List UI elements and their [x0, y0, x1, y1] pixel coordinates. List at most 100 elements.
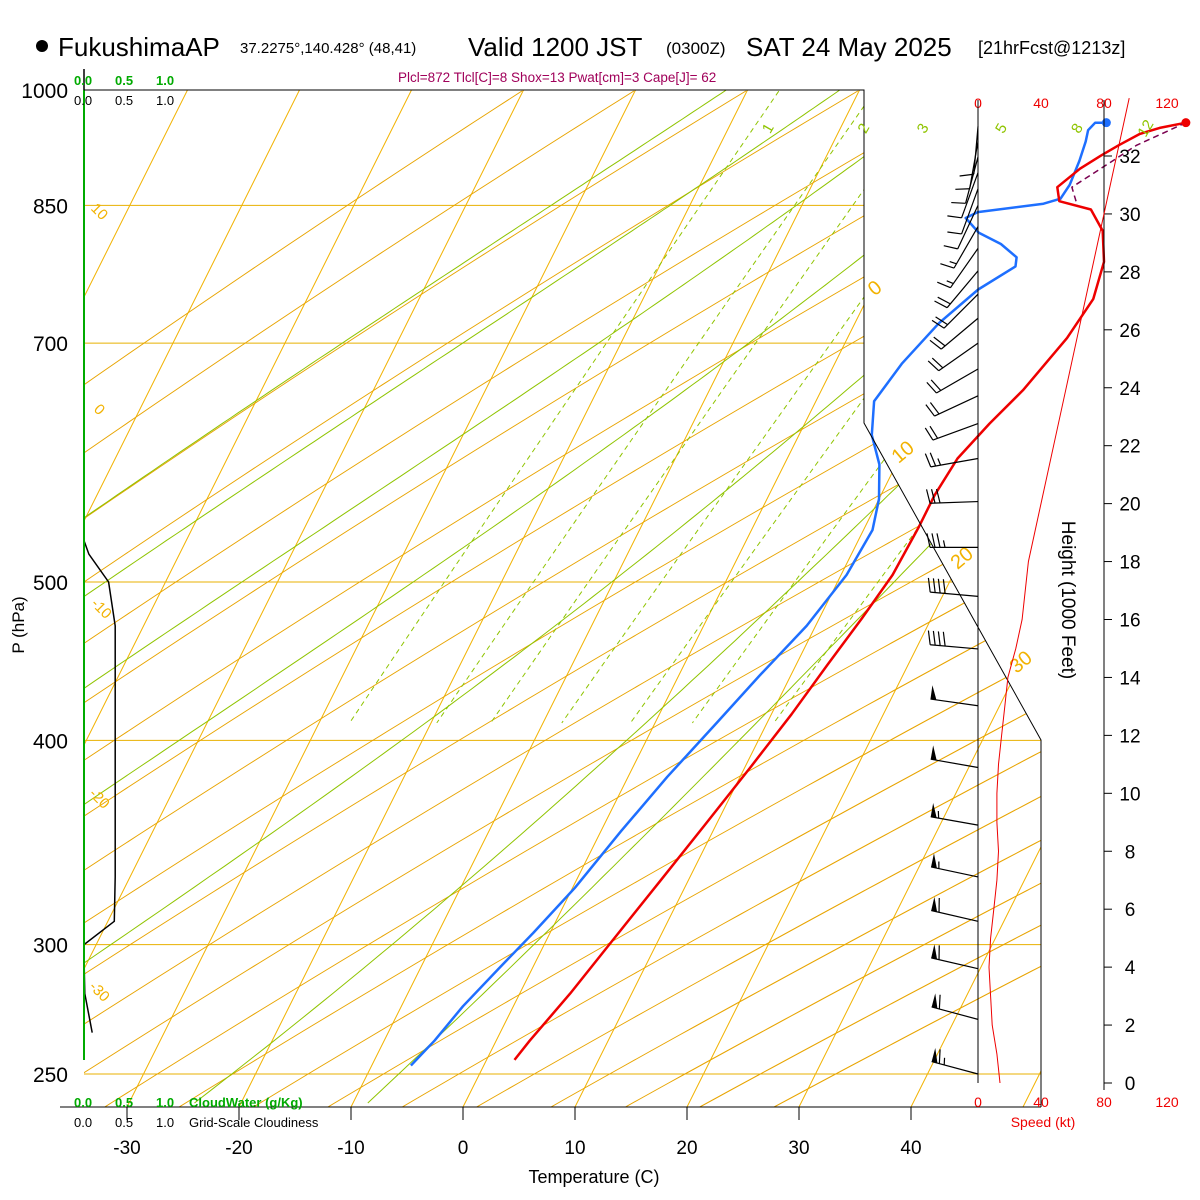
speed-top-tick: 120 [1155, 95, 1179, 111]
dry-adiabat-label: -30 [86, 978, 113, 1005]
station-name: FukushimaAP [58, 32, 220, 62]
temperature-tick-label: 0 [458, 1138, 469, 1159]
wind-barb-feather [942, 631, 946, 647]
wind-barb [927, 342, 979, 372]
dry-adiabat [84, 90, 1041, 1107]
wind-barb-feather [938, 994, 941, 1010]
wind-barb-pennant [931, 896, 938, 912]
wind-barb-staff [930, 500, 979, 504]
wind-barb [924, 452, 979, 468]
dry-adiabat [84, 90, 523, 1107]
mixing-ratio-label: 5 [992, 121, 1011, 137]
wind-barb-staff [930, 758, 979, 769]
dry-adiabat [84, 90, 1041, 1107]
height-tick-label: 16 [1119, 611, 1140, 632]
wind-speed-series [988, 97, 1130, 1084]
wind-barb-half-feather [942, 540, 946, 548]
wind-barb-feather [951, 201, 966, 204]
wind-barb-feather [932, 578, 936, 593]
wind-barb-feather [926, 381, 937, 394]
cloud-water-label: CloudWater (g/Kg) [189, 1095, 303, 1110]
isotherm-line [84, 90, 412, 1107]
height-axis-title: Height (1000 Feet) [1057, 521, 1078, 679]
wind-barb-half-feather [937, 458, 942, 466]
wind-barb-feather [933, 336, 946, 347]
wind-barb-pennant [930, 685, 937, 700]
dry-adiabat [401, 90, 1041, 1107]
wind-barb-feather [940, 263, 955, 269]
isotherm-label: 10 [888, 437, 919, 468]
pressure-label-500: 500 [33, 572, 68, 595]
wind-barb [924, 423, 979, 441]
wind-barb [937, 248, 979, 289]
isotherm-line [686, 90, 1041, 1107]
wind-barb-staff [953, 226, 979, 269]
speed-top-tick: 40 [1033, 95, 1049, 111]
height-tick-label: 22 [1119, 437, 1140, 458]
mixing-ratio-line [349, 90, 795, 724]
surface-dewpoint-point [1101, 118, 1111, 128]
dry-adiabat [327, 90, 1041, 1107]
isotherm-label: 0 [864, 276, 887, 300]
height-tick-label: 14 [1119, 668, 1141, 689]
cloudiness-top-label: 0.5 [115, 93, 133, 108]
wind-barb-staff [931, 1060, 979, 1075]
cloud-water-top-label: 0.0 [74, 73, 92, 88]
wind-barb [931, 944, 979, 970]
valid-date: SAT 24 May 2025 [746, 32, 952, 62]
zulu-time: (0300Z) [666, 39, 726, 58]
moist-adiabat [194, 90, 1041, 1104]
mixing-ratio-label: 1 [759, 121, 778, 137]
wind-barb-feather [947, 231, 962, 235]
wind-barb-feather [943, 245, 958, 250]
moist-adiabat [84, 90, 983, 1104]
wind-barb-staff [930, 816, 979, 826]
isotherm-line [910, 90, 1041, 1107]
pressure-label-400: 400 [33, 730, 68, 753]
dry-adiabat [84, 90, 635, 1107]
forecast-info: [21hrFcst@1213z] [978, 38, 1126, 58]
height-tick-label: 32 [1119, 147, 1140, 168]
wind-barb-staff [930, 698, 979, 707]
wind-barb-staff [934, 395, 979, 417]
dry-adiabat-label: 10 [87, 200, 111, 224]
moist-adiabat [367, 90, 1041, 1104]
wind-barb-staff [957, 205, 979, 250]
wind-barb-feather [937, 296, 951, 305]
wind-barb-pennant [931, 993, 938, 1009]
wind-barb-pennant [930, 745, 937, 761]
height-tick-label: 26 [1119, 321, 1140, 342]
dry-adiabat [253, 90, 1041, 1107]
height-tick-label: 6 [1125, 900, 1136, 921]
mixing-ratio-label: 8 [1068, 121, 1087, 137]
dry-adiabat [476, 90, 1041, 1107]
y-axis-title: P (hPa) [9, 596, 28, 653]
valid-time: Valid 1200 JST [468, 32, 643, 62]
plot-frame [84, 89, 1042, 1107]
dewpoint-series [409, 121, 1107, 1067]
pressure-label-250: 250 [33, 1064, 68, 1087]
wind-barb-staff [930, 644, 979, 650]
wind-barb-feather [959, 173, 974, 177]
cloud-water-bottom-label: 1.0 [156, 1095, 174, 1110]
wind-barb-pennant [931, 1048, 938, 1064]
wind-barb [927, 577, 979, 597]
temperature-tick-label: 20 [676, 1138, 697, 1159]
temperature-tick-label: -10 [337, 1138, 364, 1159]
sounding-profiles [83, 69, 1191, 1067]
height-tick-label: 28 [1119, 263, 1140, 284]
wind-barb [934, 270, 979, 309]
dry-adiabat [84, 90, 1041, 1107]
wind-barb-feather [924, 453, 932, 468]
wind-barb [943, 205, 979, 250]
dry-adiabat-label: 0 [90, 401, 108, 419]
isotherm-line [84, 90, 188, 1107]
wind-barb [930, 853, 979, 878]
wind-barb-staff [930, 457, 979, 468]
wind-barb [955, 141, 979, 190]
cloud-water-top-label: 0.5 [115, 73, 133, 88]
frame [60, 89, 1042, 1120]
wind-barb-feather [930, 379, 942, 391]
wind-barb-staff [961, 188, 979, 235]
wind-barb-staff [940, 317, 979, 350]
